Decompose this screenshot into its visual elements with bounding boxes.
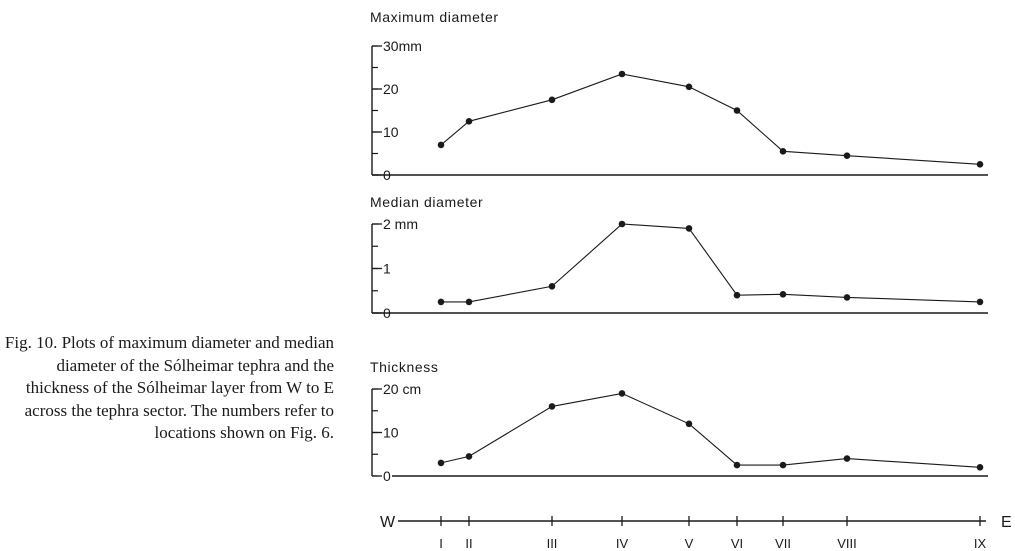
- location-label-VII: VII: [775, 536, 791, 551]
- location-label-I: I: [439, 536, 443, 551]
- median-diameter-y-tick-label: 0: [383, 305, 391, 321]
- maximum-diameter-y-tick-label: 20: [383, 81, 399, 97]
- maximum-diameter-title: Maximum diameter: [370, 9, 499, 25]
- maximum-diameter-y-tick-label: 0: [383, 167, 391, 183]
- maximum-diameter-point-III: [548, 96, 556, 104]
- median-diameter-series-line: [441, 223, 981, 303]
- median-diameter-point-III: [548, 283, 556, 290]
- location-label-IV: IV: [616, 536, 629, 551]
- maximum-diameter-point-II: [465, 118, 473, 125]
- median-diameter-point-IV: [618, 220, 626, 228]
- median-diameter-point-II: [465, 298, 473, 306]
- median-diameter-y-tick-label: 1: [383, 261, 391, 277]
- thickness-series-line: [440, 392, 981, 468]
- thickness-point-VIII: [843, 455, 851, 462]
- maximum-diameter-point-IV: [618, 70, 626, 78]
- median-diameter-point-VI: [733, 291, 741, 299]
- thickness-y-tick-label: 10: [383, 425, 399, 441]
- thickness-point-IV: [618, 390, 626, 397]
- thickness-point-I: [437, 459, 445, 467]
- maximum-diameter-y-tick-label: 10: [383, 124, 399, 140]
- median-diameter-point-V: [685, 225, 693, 232]
- transect-east-label: E: [1001, 514, 1012, 531]
- median-diameter-point-VII: [779, 291, 787, 298]
- location-label-IX: IX: [974, 536, 987, 551]
- maximum-diameter-y-tick-label: 30mm: [383, 38, 422, 54]
- median-diameter-title: Median diameter: [370, 194, 483, 210]
- median-diameter-y-tick-label: 2 mm: [383, 216, 418, 232]
- median-diameter-point-VIII: [843, 294, 851, 301]
- thickness-y-tick-label: 20 cm: [383, 381, 421, 397]
- maximum-diameter-point-IX: [976, 161, 984, 168]
- location-label-II: II: [465, 536, 472, 551]
- median-diameter-point-IX: [976, 298, 984, 306]
- thickness-point-V: [685, 420, 693, 428]
- thickness-point-IX: [976, 464, 984, 471]
- thickness-point-III: [548, 403, 556, 410]
- thickness-title: Thickness: [370, 359, 438, 375]
- location-label-V: V: [685, 536, 694, 551]
- thickness-point-II: [465, 453, 473, 460]
- location-label-VIII: VIII: [837, 536, 857, 551]
- thickness-point-VI: [733, 461, 741, 469]
- maximum-diameter-point-VII: [779, 148, 787, 155]
- maximum-diameter-series-line: [440, 73, 981, 165]
- location-label-VI: VI: [731, 536, 743, 551]
- thickness-point-VII: [779, 461, 787, 469]
- maximum-diameter-point-VI: [733, 107, 741, 114]
- maximum-diameter-point-VIII: [843, 152, 851, 159]
- maximum-diameter-point-V: [685, 83, 693, 91]
- figure-caption: Fig. 10. Plots of maximum diameter and m…: [4, 333, 334, 442]
- location-label-III: III: [547, 536, 558, 551]
- transect-west-label: W: [380, 514, 396, 531]
- maximum-diameter-point-I: [437, 141, 445, 149]
- thickness-y-tick-label: 0: [383, 468, 391, 484]
- median-diameter-point-I: [437, 298, 445, 306]
